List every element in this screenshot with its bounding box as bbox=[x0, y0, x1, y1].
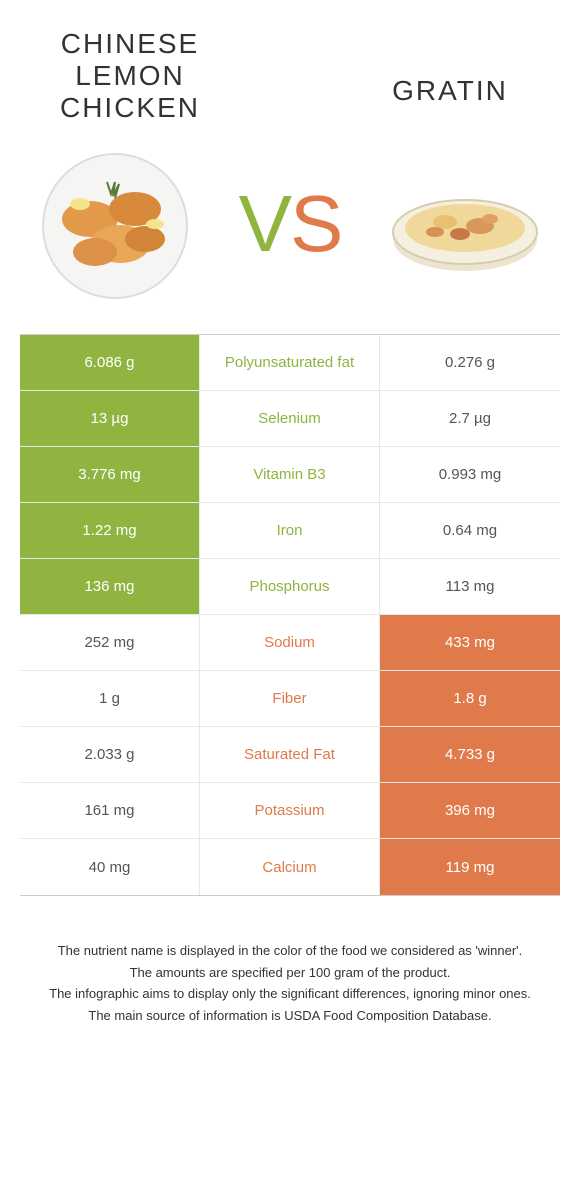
nutrient-label: Vitamin B3 bbox=[200, 447, 380, 502]
nutrient-label: Potassium bbox=[200, 783, 380, 838]
right-value: 396 mg bbox=[380, 783, 560, 838]
right-value: 0.64 mg bbox=[380, 503, 560, 558]
vs-v: V bbox=[239, 179, 290, 268]
table-row: 161 mgPotassium396 mg bbox=[20, 783, 560, 839]
left-value: 3.776 mg bbox=[20, 447, 200, 502]
right-value: 433 mg bbox=[380, 615, 560, 670]
left-food-image bbox=[30, 139, 200, 309]
left-value: 136 mg bbox=[20, 559, 200, 614]
footer-line-3: The infographic aims to display only the… bbox=[35, 984, 545, 1004]
nutrient-label: Selenium bbox=[200, 391, 380, 446]
nutrient-label: Phosphorus bbox=[200, 559, 380, 614]
nutrient-label: Saturated Fat bbox=[200, 727, 380, 782]
table-row: 136 mgPhosphorus113 mg bbox=[20, 559, 560, 615]
right-value: 2.7 µg bbox=[380, 391, 560, 446]
left-value: 1 g bbox=[20, 671, 200, 726]
vs-s: S bbox=[290, 179, 341, 268]
header-row: CHINESE LEMON CHICKEN GRATIN bbox=[20, 20, 560, 124]
table-row: 13 µgSelenium2.7 µg bbox=[20, 391, 560, 447]
nutrient-label: Calcium bbox=[200, 839, 380, 895]
table-row: 3.776 mgVitamin B30.993 mg bbox=[20, 447, 560, 503]
right-value: 0.993 mg bbox=[380, 447, 560, 502]
left-value: 161 mg bbox=[20, 783, 200, 838]
left-value: 6.086 g bbox=[20, 335, 200, 390]
footer-text: The nutrient name is displayed in the co… bbox=[20, 941, 560, 1025]
vs-label: VS bbox=[239, 178, 342, 270]
left-value: 40 mg bbox=[20, 839, 200, 895]
right-value: 4.733 g bbox=[380, 727, 560, 782]
right-value: 0.276 g bbox=[380, 335, 560, 390]
right-food-title: GRATIN bbox=[350, 75, 550, 107]
footer-line-2: The amounts are specified per 100 gram o… bbox=[35, 963, 545, 983]
left-value: 252 mg bbox=[20, 615, 200, 670]
right-value: 119 mg bbox=[380, 839, 560, 895]
right-value: 1.8 g bbox=[380, 671, 560, 726]
left-value: 2.033 g bbox=[20, 727, 200, 782]
left-value: 1.22 mg bbox=[20, 503, 200, 558]
left-food-title: CHINESE LEMON CHICKEN bbox=[30, 28, 230, 124]
nutrient-label: Sodium bbox=[200, 615, 380, 670]
table-row: 6.086 gPolyunsaturated fat0.276 g bbox=[20, 335, 560, 391]
footer-line-4: The main source of information is USDA F… bbox=[35, 1006, 545, 1026]
nutrient-label: Iron bbox=[200, 503, 380, 558]
nutrient-label: Polyunsaturated fat bbox=[200, 335, 380, 390]
right-value: 113 mg bbox=[380, 559, 560, 614]
table-row: 40 mgCalcium119 mg bbox=[20, 839, 560, 895]
right-food-image bbox=[380, 139, 550, 309]
footer-line-1: The nutrient name is displayed in the co… bbox=[35, 941, 545, 961]
left-value: 13 µg bbox=[20, 391, 200, 446]
nutrient-label: Fiber bbox=[200, 671, 380, 726]
table-row: 2.033 gSaturated Fat4.733 g bbox=[20, 727, 560, 783]
table-row: 252 mgSodium433 mg bbox=[20, 615, 560, 671]
comparison-table: 6.086 gPolyunsaturated fat0.276 g13 µgSe… bbox=[20, 334, 560, 896]
image-row: VS bbox=[20, 139, 560, 309]
table-row: 1 gFiber1.8 g bbox=[20, 671, 560, 727]
table-row: 1.22 mgIron0.64 mg bbox=[20, 503, 560, 559]
